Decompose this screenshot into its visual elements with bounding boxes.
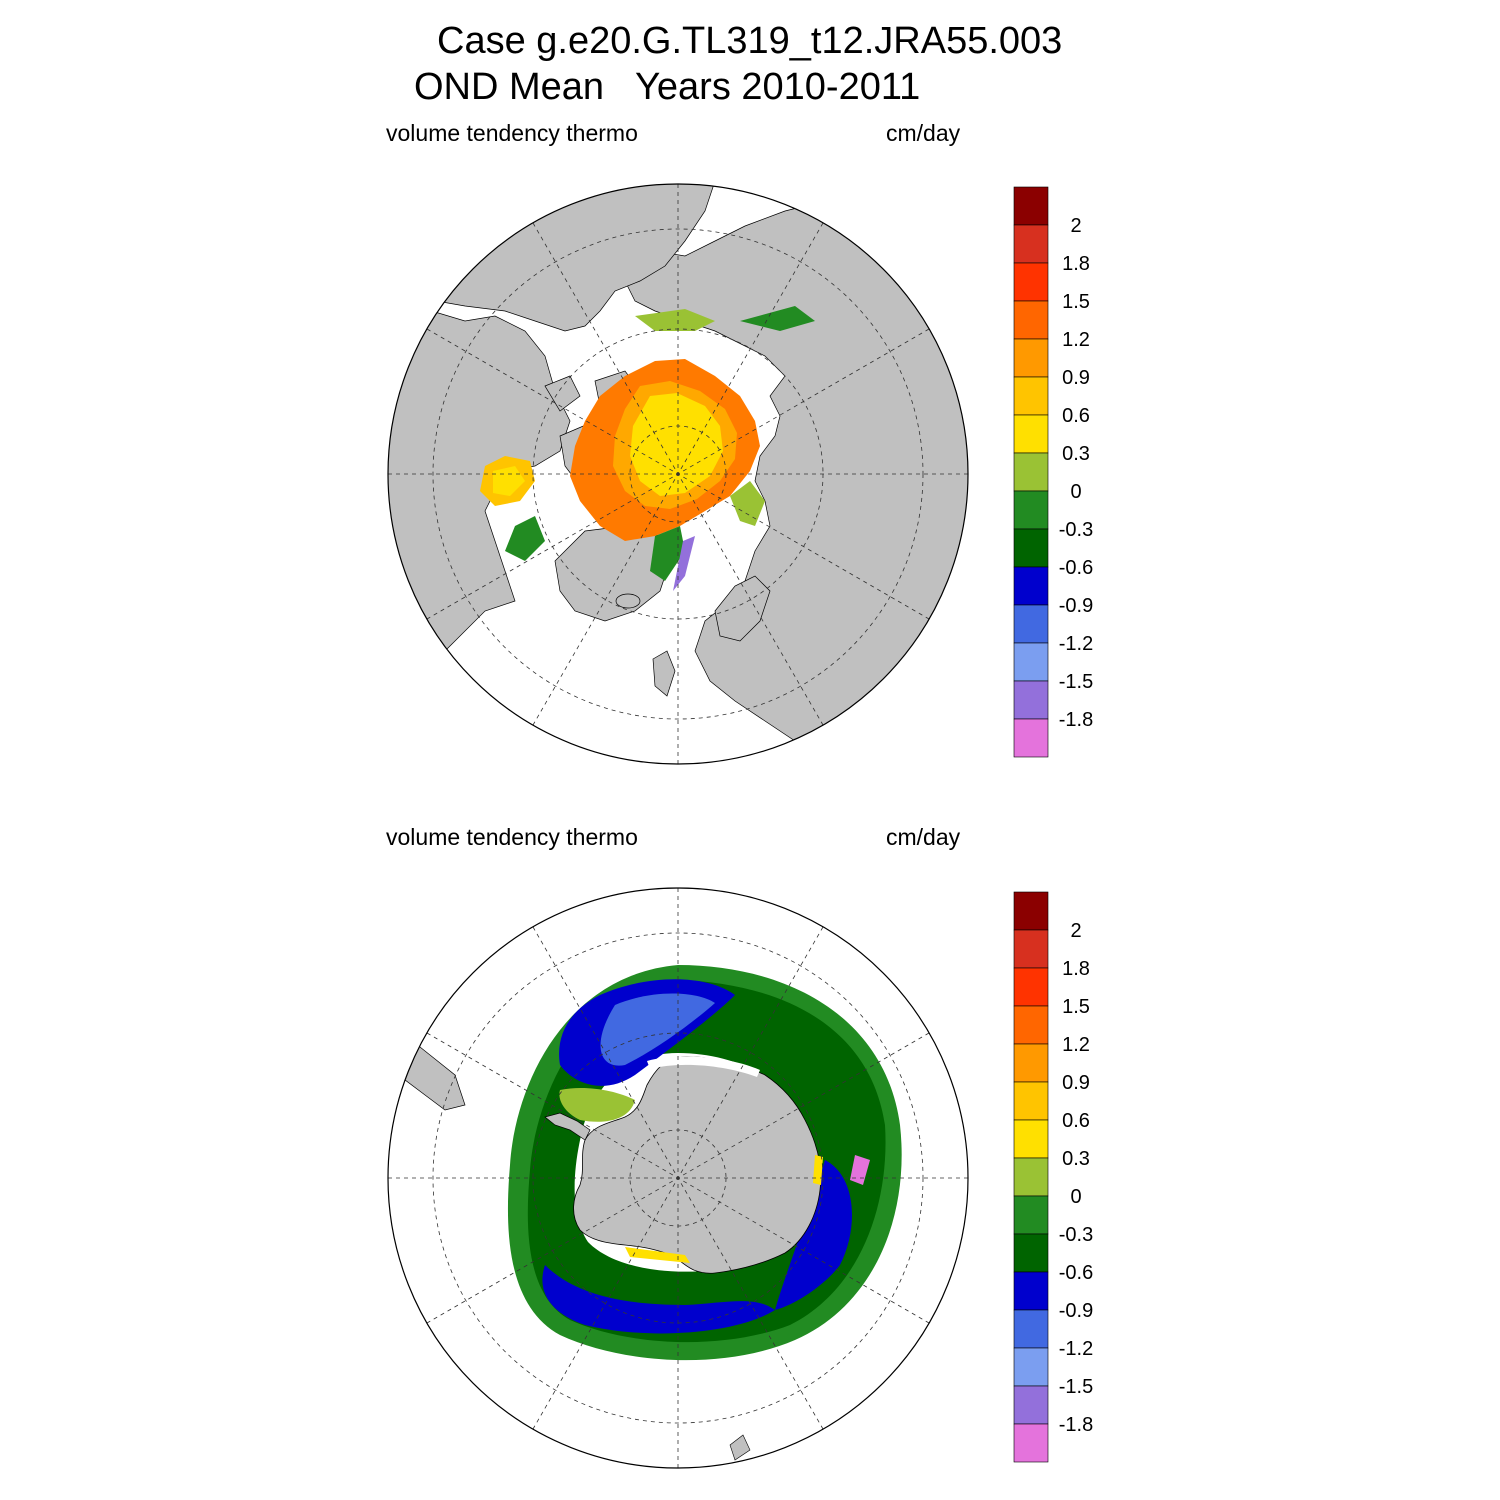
south-colorbar-tick-label: -0.6 [1059,1262,1093,1284]
south-polar-map [387,887,969,1469]
north-colorbar-box [1013,718,1049,758]
south-colorbar-box [1013,1347,1049,1387]
figure-title-line2: OND Mean Years 2010-2011 [414,66,921,108]
north-colorbar-tick-label: 1.2 [1062,329,1090,351]
south-colorbar-tick-label: -1.5 [1059,1376,1093,1398]
north-colorbar-tick-label: 0.9 [1062,367,1090,389]
north-colorbar-box [1013,224,1049,264]
south-coastal-white-gap [647,1056,760,1077]
north-polar-map [387,183,969,765]
south-sea-ice-lightblue [600,993,715,1066]
south-panel-units-label: cm/day [886,824,961,850]
north-graticule [388,184,968,764]
north-colorbar-box [1013,262,1049,302]
south-colorbar-tick-label: 0.6 [1062,1110,1090,1132]
north-colorbar-tick-label: -1.8 [1059,709,1093,731]
south-colorbar-tick-label: 1.5 [1062,996,1090,1018]
north-colorbar-box [1013,300,1049,340]
south-map-border [387,887,969,1469]
south-colorbar-tick-label: 0.3 [1062,1148,1090,1170]
south-colorbar-box [1013,1271,1049,1311]
north-sea-ice-field [480,306,815,591]
south-colorbar-box [1013,1385,1049,1425]
north-colorbar-tick-label: -0.6 [1059,557,1093,579]
north-colorbar-tick-label: 1.5 [1062,291,1090,313]
south-colorbar-box [1013,1233,1049,1273]
south-colorbar-box [1013,1081,1049,1121]
south-sea-ice-ring-blue-east [775,1160,852,1310]
south-panel-variable-label: volume tendency thermo [386,824,638,850]
north-colorbar-box [1013,642,1049,682]
south-colorbar-tick-label: -1.2 [1059,1338,1093,1360]
south-graticule [388,888,968,1468]
south-coastal-yellow-weddell [559,1088,635,1122]
north-colorbar-tick-label: -1.5 [1059,671,1093,693]
north-colorbar-tick-label: -1.2 [1059,633,1093,655]
north-colorbar-box [1013,186,1049,226]
south-colorbar-box [1013,1043,1049,1083]
north-colorbar-tick-label: 0.6 [1062,405,1090,427]
south-colorbar-tick-label: 2 [1070,920,1081,942]
south-colorbar: 2 1.8 1.5 1.2 0.9 0.6 0.3 0 -0.3 -0.6 -0.9 -1.2 -1.5… [1013,891,1093,1463]
south-colorbar-tick-label: -0.3 [1059,1224,1093,1246]
north-colorbar-box [1013,490,1049,530]
north-colorbar-tick-label: 0 [1070,481,1081,503]
south-colorbar-box [1013,1119,1049,1159]
north-colorbar-tick-label: 2 [1070,215,1081,237]
north-colorbar-box [1013,680,1049,720]
south-colorbar-box [1013,1005,1049,1045]
north-panel-units-label: cm/day [886,120,961,146]
north-colorbar-box [1013,338,1049,378]
figure-title-line1: Case g.e20.G.TL319_t12.JRA55.003 [437,20,1063,62]
antarctic-peninsula-land [544,1112,591,1141]
north-colorbar-box [1013,528,1049,568]
north-colorbar-tick-label: -0.9 [1059,595,1093,617]
south-colorbar-box [1013,967,1049,1007]
south-colorbar-box [1013,1195,1049,1235]
south-coastal-yellow-ross [625,1247,690,1263]
south-colorbar-box [1013,891,1049,931]
south-colorbar-box [1013,929,1049,969]
north-colorbar-box [1013,604,1049,644]
north-map-border [387,183,969,765]
north-colorbar-tick-label: -0.3 [1059,519,1093,541]
north-colorbar-box [1013,414,1049,454]
north-colorbar-tick-label: 1.8 [1062,253,1090,275]
south-coastal-yellow-east [813,1155,823,1185]
south-colorbar-tick-label: -0.9 [1059,1300,1093,1322]
north-colorbar-box [1013,376,1049,416]
north-colorbar-tick-label: 0.3 [1062,443,1090,465]
south-sea-ice-ring-blue-south [542,1265,775,1334]
south-colorbar-tick-label: 1.8 [1062,958,1090,980]
north-panel-variable-label: volume tendency thermo [386,120,638,146]
south-colorbar-box [1013,1423,1049,1463]
north-colorbar: 2 1.8 1.5 1.2 0.9 0.6 0.3 0 -0.3 -0.6 -0.9 -1.2 -1.5… [1013,186,1093,758]
south-colorbar-tick-label: 1.2 [1062,1034,1090,1056]
south-colorbar-tick-label: 0.9 [1062,1072,1090,1094]
south-colorbar-tick-label: -1.8 [1059,1414,1093,1436]
south-sea-ice-pink [850,1155,870,1185]
north-colorbar-box [1013,566,1049,606]
south-colorbar-box [1013,1309,1049,1349]
north-colorbar-box [1013,452,1049,492]
south-island-bottom [729,1434,751,1461]
south-colorbar-box [1013,1157,1049,1197]
south-colorbar-tick-label: 0 [1070,1186,1081,1208]
